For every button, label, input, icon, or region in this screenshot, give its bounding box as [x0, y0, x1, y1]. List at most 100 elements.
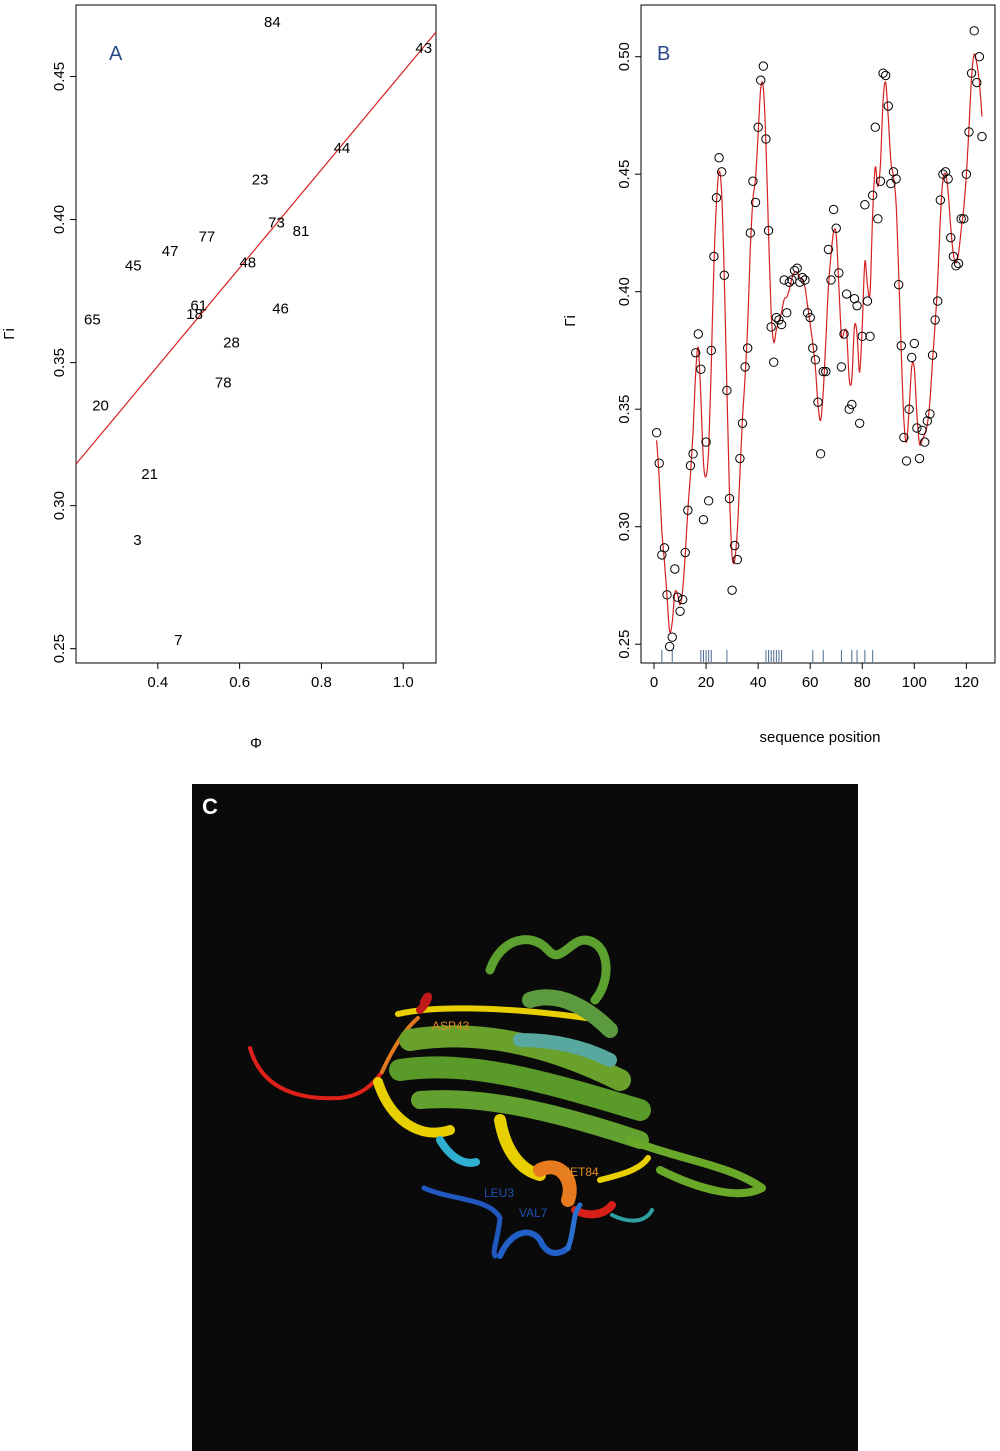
panel-b-point [690, 348, 701, 358]
panel-b-point [826, 275, 836, 285]
panel-b-point [756, 75, 766, 85]
panel-a-x-tick-label: 0.8 [311, 674, 332, 691]
panel-b-point [740, 362, 750, 372]
panel-b-x-axis-label: sequence position [760, 729, 881, 746]
panel-a-y-tick-label: 0.35 [51, 348, 68, 377]
panel-b-point [672, 592, 683, 602]
panel-a-point-label: 43 [415, 40, 432, 57]
panel-b-point [831, 223, 841, 233]
panel-b-x-tick-label: 0 [650, 674, 658, 691]
panel-b-point [860, 200, 870, 210]
panel-b-point [808, 343, 818, 353]
panel-b-y-axis-label: Γi [562, 315, 579, 327]
panel-b-point [779, 275, 789, 285]
panel-a-x-axis: 0.4 0.6 0.8 1.0 [147, 663, 414, 691]
panel-a-point-label: 48 [239, 254, 256, 271]
panel-b-x-tick-label: 80 [854, 674, 871, 691]
panel-a-y-axis: 0.25 0.30 0.35 0.40 0.45 [51, 62, 76, 663]
panel-b-point [813, 397, 823, 407]
panel-a-y-tick-label: 0.45 [51, 62, 68, 91]
panel-b-point [670, 564, 680, 574]
panel-b-point [701, 437, 711, 447]
panel-b-y-axis: 0.25 0.30 0.35 0.40 0.45 0.50 [616, 42, 641, 659]
panel-b-point [696, 364, 706, 374]
panel-b-point [925, 409, 935, 419]
panel-b-point [657, 550, 667, 560]
panel-b-point [836, 362, 847, 372]
panel-b-point [659, 543, 670, 553]
protein-ribbon [248, 935, 766, 1259]
panel-a-point-label: 47 [162, 243, 179, 260]
panel-b-point [961, 169, 972, 179]
panel-b-point [688, 449, 698, 459]
panel-b-point [920, 437, 930, 447]
panel-b-point [771, 312, 782, 323]
panel-b-point [769, 357, 779, 367]
panel-a-y-tick-label: 0.40 [51, 205, 68, 234]
panel-b-point [852, 301, 862, 311]
panel-b-point [784, 277, 795, 287]
panel-b-point [805, 312, 815, 323]
panel-b-point [685, 460, 696, 471]
panel-b-point [810, 355, 821, 365]
panel-a-plot-frame [75, 4, 437, 664]
panel-b-y-tick-label: 0.25 [616, 630, 633, 659]
panel-b-smooth-curve [656, 53, 983, 634]
panel-b-point [758, 61, 769, 71]
panel-b-point [922, 416, 933, 426]
panel-b-point [714, 153, 724, 163]
panel-b-point [706, 345, 716, 356]
panel-b-chart: B 0 20 40 60 80 100 120 0.250.300.350.400.450.… [562, 4, 996, 746]
panel-b-point [792, 263, 802, 273]
panel-b-point [972, 77, 982, 88]
panel-b-x-tick-label: 100 [902, 674, 927, 691]
panel-b-point [763, 225, 774, 236]
panel-b-point [927, 350, 938, 360]
panel-b-point [974, 52, 985, 62]
panel-b-point [912, 423, 922, 433]
panel-b-point [776, 319, 787, 330]
panel-b-point [711, 193, 722, 203]
panel-c-protein-image: C [192, 784, 858, 1451]
residue-label-val7: VAL7 [519, 1206, 548, 1220]
panel-b-point [847, 399, 857, 410]
panel-b-y-tick-label: 0.50 [616, 42, 633, 71]
panel-a-y-axis-label: Γi [1, 328, 18, 340]
panel-a-x-tick-label: 1.0 [393, 674, 414, 691]
panel-b-point [815, 449, 826, 459]
panel-b-x-axis: 0 20 40 60 80 100 120 [650, 663, 979, 691]
panel-b-point [899, 432, 909, 443]
panel-b-point [948, 251, 959, 262]
panel-b-point [748, 176, 758, 186]
panel-b-point [750, 197, 761, 208]
panel-a-point-label: 84 [264, 14, 281, 31]
panel-a-x-tick-label: 0.6 [229, 674, 250, 691]
panel-c-background [192, 784, 858, 1451]
panel-a-point-label: 65 [84, 312, 101, 329]
panel-b-point [675, 606, 685, 616]
panel-b-point [907, 352, 917, 363]
panel-b-point [730, 540, 740, 551]
panel-b-point [800, 275, 810, 285]
panel-b-point [724, 493, 735, 504]
panel-b-x-tick-label: 20 [698, 674, 715, 691]
panel-b-point [953, 258, 964, 269]
panel-b-plot-frame [640, 4, 996, 664]
panel-b-point [797, 272, 808, 283]
panel-b-point [722, 385, 732, 396]
panel-b-rug-marks [661, 650, 874, 662]
panel-b-point [933, 296, 943, 306]
panel-b-point [818, 366, 828, 377]
panel-b-x-tick-label: 40 [750, 674, 767, 691]
panel-b-point [849, 294, 860, 304]
panel-b-point [677, 594, 688, 605]
panel-b-point [875, 176, 886, 186]
panel-b-point [880, 70, 891, 81]
panel-b-point [854, 418, 865, 428]
panel-b-point [862, 296, 873, 306]
panel-b-point [716, 167, 727, 177]
panel-b-point [917, 425, 927, 436]
panel-b-point [719, 270, 729, 280]
panel-b-point [935, 195, 946, 205]
